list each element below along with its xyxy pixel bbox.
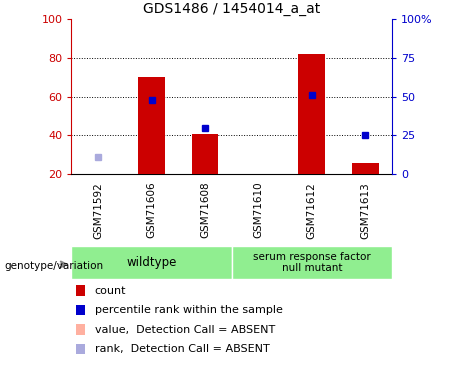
Text: GSM71608: GSM71608 <box>200 182 210 238</box>
Text: GSM71613: GSM71613 <box>360 182 370 238</box>
Text: serum response factor
null mutant: serum response factor null mutant <box>253 252 371 273</box>
Bar <box>71 246 231 279</box>
Title: GDS1486 / 1454014_a_at: GDS1486 / 1454014_a_at <box>143 2 320 16</box>
Text: rank,  Detection Call = ABSENT: rank, Detection Call = ABSENT <box>95 344 269 354</box>
Text: wildtype: wildtype <box>126 256 177 269</box>
Text: GSM71592: GSM71592 <box>93 182 103 238</box>
Bar <box>352 163 378 174</box>
Bar <box>192 134 219 174</box>
Bar <box>298 54 325 174</box>
Text: count: count <box>95 286 126 296</box>
Text: percentile rank within the sample: percentile rank within the sample <box>95 305 283 315</box>
Text: GSM71610: GSM71610 <box>254 182 263 238</box>
Text: genotype/variation: genotype/variation <box>5 261 104 271</box>
Bar <box>231 246 392 279</box>
Text: value,  Detection Call = ABSENT: value, Detection Call = ABSENT <box>95 325 275 334</box>
Text: GSM71606: GSM71606 <box>147 182 157 238</box>
Bar <box>138 77 165 174</box>
Text: GSM71612: GSM71612 <box>307 182 317 238</box>
